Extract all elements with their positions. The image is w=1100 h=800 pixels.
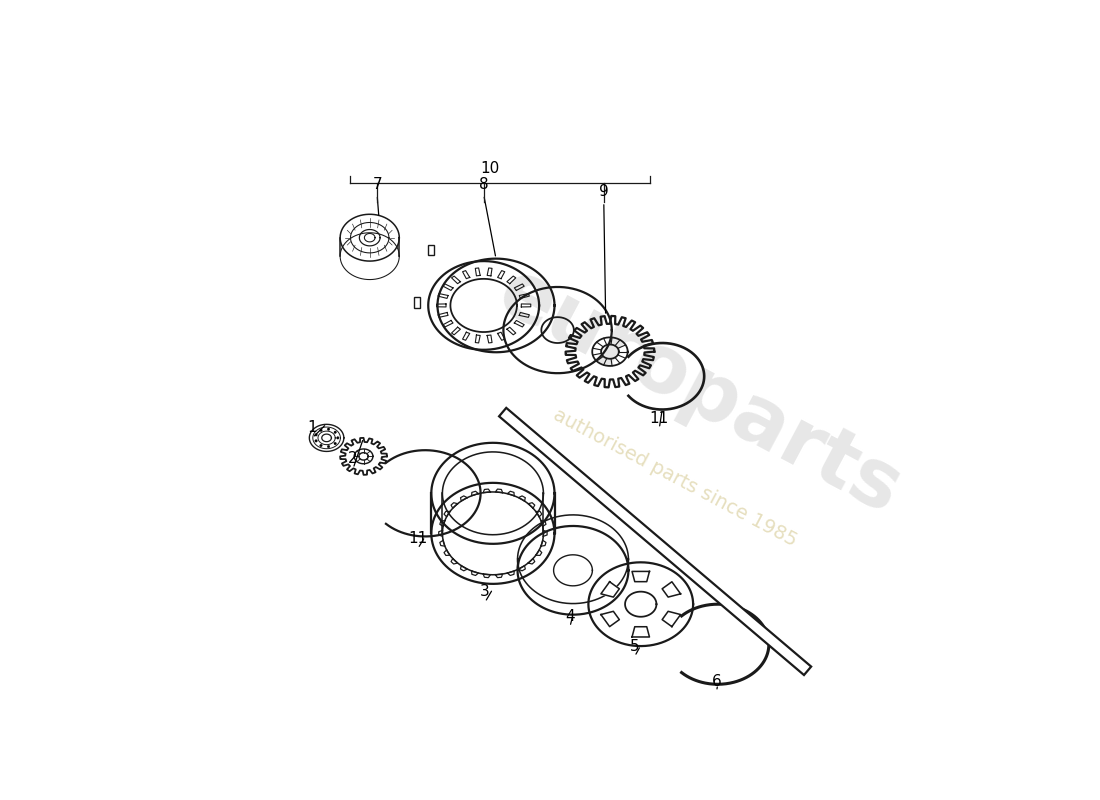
Text: 2: 2 (349, 450, 358, 466)
Circle shape (328, 446, 330, 448)
Text: 1: 1 (308, 420, 317, 435)
Text: 10: 10 (481, 161, 499, 175)
Polygon shape (632, 571, 649, 582)
Text: 4: 4 (565, 609, 574, 624)
Circle shape (334, 431, 337, 434)
Circle shape (328, 428, 330, 430)
Circle shape (315, 434, 317, 436)
Polygon shape (632, 626, 649, 637)
Polygon shape (601, 611, 619, 626)
Text: 3: 3 (480, 584, 490, 599)
Text: 5: 5 (630, 638, 639, 654)
Polygon shape (662, 582, 681, 597)
Text: 11: 11 (650, 410, 669, 426)
Text: 9: 9 (598, 184, 608, 199)
Polygon shape (601, 582, 619, 597)
Text: 11: 11 (408, 530, 428, 546)
Circle shape (337, 437, 339, 439)
Polygon shape (499, 408, 811, 675)
Circle shape (334, 442, 337, 445)
Circle shape (320, 444, 322, 446)
Text: authorised parts since 1985: authorised parts since 1985 (550, 406, 800, 550)
Bar (428, 246, 435, 254)
Bar (414, 297, 420, 308)
Text: 7: 7 (372, 177, 382, 191)
Circle shape (315, 440, 317, 442)
Polygon shape (662, 611, 681, 626)
Text: 8: 8 (478, 177, 488, 191)
Text: 6: 6 (712, 674, 722, 689)
Circle shape (320, 429, 322, 431)
Text: europarts: europarts (484, 253, 914, 530)
